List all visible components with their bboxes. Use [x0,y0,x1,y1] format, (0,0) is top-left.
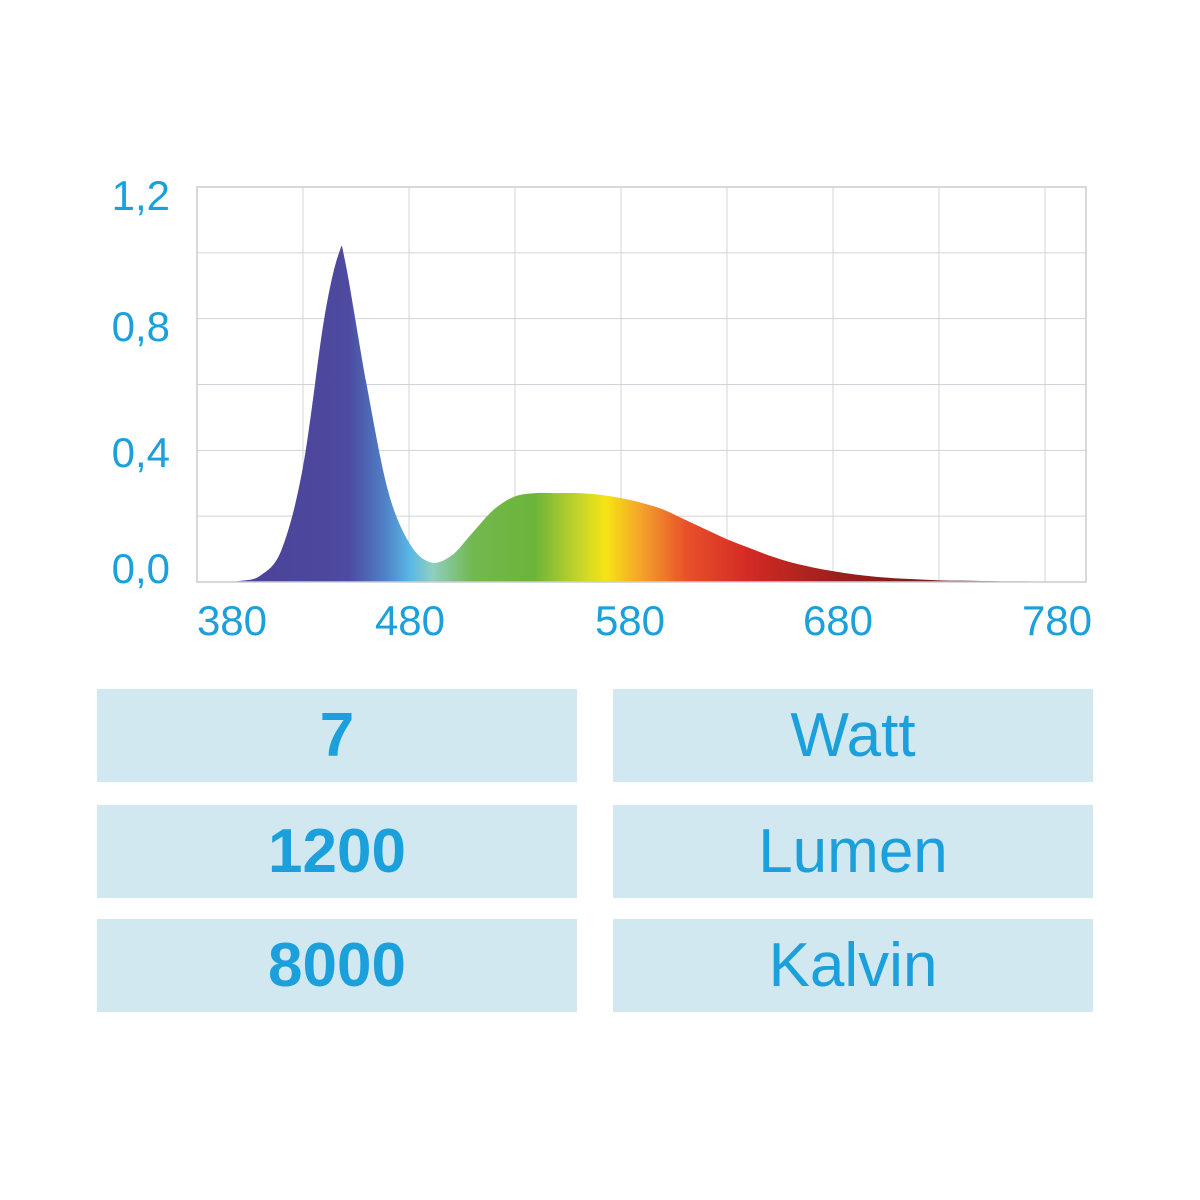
x-tick-label: 480 [374,597,446,644]
spectrum-chart [196,186,1088,583]
y-tick-label: 0,4 [111,429,170,476]
y-tick-label: 0,0 [111,545,170,592]
spec-unit-luminous-flux: Lumen [613,805,1093,898]
x-tick-label: 780 [1021,597,1093,644]
y-tick-label: 1,2 [111,172,170,219]
x-tick-label: 580 [594,597,666,644]
spectrum-area [197,245,1088,583]
spec-value-power: 7 [97,689,577,782]
x-tick-label: 680 [802,597,874,644]
plot-frame [196,186,1087,583]
y-tick-label: 0,8 [111,303,170,350]
spec-unit-power: Watt [613,689,1093,782]
spec-value-luminous-flux: 1200 [97,805,577,898]
x-tick-label: 380 [196,597,268,644]
spec-value-color-temperature: 8000 [97,919,577,1012]
spec-unit-color-temperature: Kalvin [613,919,1093,1012]
